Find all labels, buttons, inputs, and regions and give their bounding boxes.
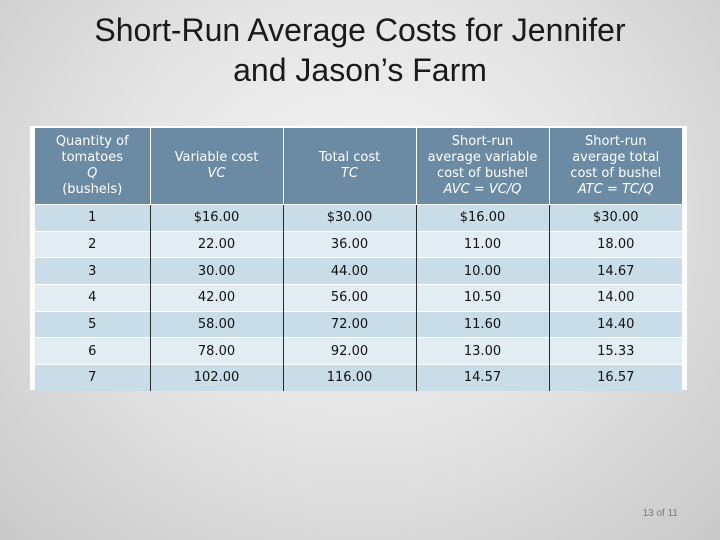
cell-variable-cost: 102.00 bbox=[149, 364, 283, 391]
header-quantity-unit: (bushels) bbox=[62, 182, 123, 197]
header-total-cost-symbol: TC bbox=[340, 166, 359, 181]
cell-atc: 18.00 bbox=[548, 230, 682, 258]
cell-total-cost: 116.00 bbox=[282, 364, 416, 391]
table-header-row: Quantity of tomatoes Q (bushels) Variabl… bbox=[35, 128, 682, 205]
cell-atc: 16.57 bbox=[548, 364, 682, 391]
header-quantity-symbol: Q bbox=[87, 166, 98, 181]
cell-avc: 14.57 bbox=[415, 364, 549, 391]
cost-table-container: Quantity of tomatoes Q (bushels) Variabl… bbox=[30, 126, 687, 391]
table-row: 4 42.00 56.00 10.50 14.00 bbox=[35, 284, 682, 312]
cell-avc: 13.00 bbox=[415, 337, 549, 365]
cell-variable-cost: 42.00 bbox=[149, 284, 283, 312]
cell-total-cost: 56.00 bbox=[282, 284, 416, 312]
cell-atc: 14.40 bbox=[548, 310, 682, 338]
cell-atc: 14.00 bbox=[548, 284, 682, 312]
page-number: 13 of 11 bbox=[642, 508, 678, 519]
header-avc-symbol: AVC = VC/Q bbox=[443, 182, 522, 197]
cell-avc: 10.00 bbox=[415, 257, 549, 285]
header-quantity-line-1: Quantity of bbox=[55, 134, 129, 149]
header-avc-line-2: average variable bbox=[427, 150, 538, 165]
table-row: 5 58.00 72.00 11.60 14.40 bbox=[35, 310, 682, 338]
header-quantity: Quantity of tomatoes Q (bushels) bbox=[35, 128, 150, 205]
header-total-cost-line-1: Total cost bbox=[318, 150, 381, 165]
cell-quantity: 7 bbox=[35, 364, 150, 391]
cell-avc: $16.00 bbox=[415, 204, 549, 232]
cell-atc: 14.67 bbox=[548, 257, 682, 285]
table-row: 3 30.00 44.00 10.00 14.67 bbox=[35, 257, 682, 285]
header-total-cost: Total cost TC bbox=[282, 128, 416, 205]
header-avc-line-1: Short-run bbox=[451, 134, 514, 149]
cell-total-cost: 72.00 bbox=[282, 310, 416, 338]
slide-title-line-1: Short-Run Average Costs for Jennifer bbox=[94, 12, 626, 48]
slide-title-line-2: and Jason’s Farm bbox=[233, 52, 487, 88]
cell-quantity: 1 bbox=[35, 204, 150, 232]
cell-variable-cost: $16.00 bbox=[149, 204, 283, 232]
header-atc-line-3: cost of bushel bbox=[570, 166, 662, 181]
header-atc-line-1: Short-run bbox=[585, 134, 647, 149]
cell-avc: 10.50 bbox=[415, 284, 549, 312]
cell-quantity: 4 bbox=[35, 284, 150, 312]
header-avc: Short-run average variable cost of bushe… bbox=[415, 128, 549, 205]
table-row: 6 78.00 92.00 13.00 15.33 bbox=[35, 337, 682, 365]
cell-variable-cost: 22.00 bbox=[149, 230, 283, 258]
cell-avc: 11.60 bbox=[415, 310, 549, 338]
cell-variable-cost: 58.00 bbox=[149, 310, 283, 338]
cell-atc: $30.00 bbox=[548, 204, 682, 232]
cell-avc: 11.00 bbox=[415, 230, 549, 258]
cell-total-cost: 36.00 bbox=[282, 230, 416, 258]
cell-atc: 15.33 bbox=[548, 337, 682, 365]
table-row: 1 $16.00 $30.00 $16.00 $30.00 bbox=[35, 204, 682, 232]
cell-variable-cost: 30.00 bbox=[149, 257, 283, 285]
short-run-costs-table: Quantity of tomatoes Q (bushels) Variabl… bbox=[35, 128, 682, 391]
table-row: 7 102.00 116.00 14.57 16.57 bbox=[35, 364, 682, 391]
header-atc-line-2: average total bbox=[572, 150, 660, 165]
header-variable-cost: Variable cost VC bbox=[149, 128, 283, 205]
header-avc-line-3: cost of bushel bbox=[437, 166, 528, 181]
cell-variable-cost: 78.00 bbox=[149, 337, 283, 365]
header-variable-cost-line-1: Variable cost bbox=[174, 150, 259, 165]
header-atc: Short-run average total cost of bushel A… bbox=[548, 128, 682, 205]
header-variable-cost-symbol: VC bbox=[207, 166, 226, 181]
cell-quantity: 3 bbox=[35, 257, 150, 285]
slide-title: Short-Run Average Costs for Jennifer and… bbox=[0, 10, 720, 90]
header-quantity-line-2: tomatoes bbox=[61, 150, 123, 165]
table-row: 2 22.00 36.00 11.00 18.00 bbox=[35, 230, 682, 258]
cell-total-cost: $30.00 bbox=[282, 204, 416, 232]
cell-total-cost: 92.00 bbox=[282, 337, 416, 365]
header-atc-symbol: ATC = TC/Q bbox=[577, 182, 654, 197]
cell-total-cost: 44.00 bbox=[282, 257, 416, 285]
cell-quantity: 2 bbox=[35, 230, 150, 258]
cell-quantity: 5 bbox=[35, 310, 150, 338]
cell-quantity: 6 bbox=[35, 337, 150, 365]
